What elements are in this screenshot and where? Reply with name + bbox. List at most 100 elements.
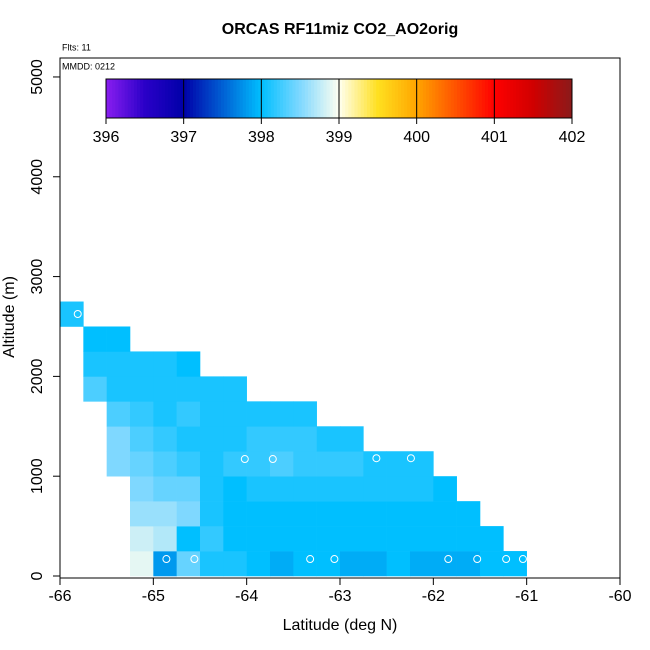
heatmap-cell — [200, 526, 224, 552]
colorbar-swatch — [329, 79, 334, 118]
colorbar-swatch — [199, 79, 203, 118]
heatmap-cell — [176, 476, 201, 502]
heatmap-cell — [200, 451, 224, 477]
colorbar-swatch — [127, 79, 132, 118]
x-axis-label: Latitude (deg N) — [283, 617, 398, 634]
heatmap-cell — [130, 451, 154, 477]
heatmap-cell — [83, 351, 107, 377]
colorbar-swatch — [214, 79, 219, 118]
flight-point — [190, 555, 199, 564]
colorbar-swatch — [133, 79, 138, 118]
colorbar-swatch — [255, 79, 259, 118]
colorbar-swatch — [168, 79, 172, 118]
colorbar-swatch — [220, 79, 225, 118]
colorbar-swatch — [540, 79, 545, 118]
heatmap-cell — [176, 451, 201, 477]
colorbar-swatch — [547, 79, 551, 118]
colorbar-swatch — [233, 79, 237, 118]
heatmap-cell — [340, 526, 364, 552]
colorbar-swatch — [466, 79, 470, 118]
heatmap-cell — [130, 526, 154, 552]
colorbar-swatch — [491, 79, 495, 118]
colorbar-swatch — [553, 79, 557, 118]
colorbar-swatch — [441, 79, 446, 118]
heatmap-cell — [246, 501, 271, 527]
heatmap-cell — [433, 501, 457, 527]
colorbar-swatch — [354, 79, 359, 118]
colorbar-swatch — [112, 79, 116, 118]
heatmap-cell — [270, 401, 294, 427]
colorbar-swatch — [171, 79, 175, 118]
heatmap-cell — [386, 451, 411, 477]
colorbar-swatch — [332, 79, 337, 118]
heatmap-cell — [130, 476, 154, 502]
flight-point — [372, 454, 381, 463]
heatmap-cell — [60, 301, 84, 327]
heatmap-cell — [270, 526, 294, 552]
heatmap-cell — [363, 501, 387, 527]
colorbar-swatch — [407, 79, 411, 118]
heatmap-cell — [153, 376, 177, 402]
heatmap-cell — [316, 476, 341, 502]
colorbar-swatch — [370, 79, 374, 118]
colorbar-swatch — [534, 79, 539, 118]
heatmap-cell — [176, 501, 201, 527]
annotation: MMDD: 0212 — [62, 61, 115, 71]
colorbar-swatch — [469, 79, 474, 118]
heatmap-cell — [246, 526, 271, 552]
heatmap-cell — [386, 501, 411, 527]
flight-point — [268, 455, 277, 464]
colorbar-swatch — [264, 79, 269, 118]
heatmap-cell — [340, 551, 364, 577]
colorbar-swatch — [320, 79, 324, 118]
heatmap-cell — [200, 376, 224, 402]
heatmap-cell — [270, 501, 294, 527]
colorbar-swatch — [106, 79, 110, 118]
heatmap-cell — [270, 476, 294, 502]
heatmap-cell — [106, 376, 131, 402]
colorbar-swatch — [565, 79, 570, 118]
heatmap-cell — [316, 551, 341, 577]
colorbar-swatch — [149, 79, 154, 118]
colorbar-swatch — [438, 79, 443, 118]
x-tick-label: -65 — [142, 588, 165, 605]
heatmap-cell — [386, 551, 411, 577]
colorbar-swatch — [304, 79, 309, 118]
colorbar-tick-label: 397 — [170, 129, 197, 146]
colorbar-swatch — [537, 79, 542, 118]
heatmap-cell — [433, 476, 457, 502]
heatmap-cell — [223, 376, 247, 402]
heatmap-cell — [223, 451, 247, 477]
heatmap-cell — [223, 401, 247, 427]
colorbar-swatch — [488, 79, 492, 118]
heatmap-cell — [293, 551, 317, 577]
colorbar-swatch — [506, 79, 511, 118]
heatmap-cell — [293, 401, 317, 427]
colorbar-swatch — [286, 79, 290, 118]
colorbar-swatch — [460, 79, 464, 118]
heatmap-cell — [176, 526, 201, 552]
colorbar-swatch — [366, 79, 371, 118]
heatmap-cell — [200, 476, 224, 502]
heatmap-cell — [246, 401, 271, 427]
colorbar-swatch — [512, 79, 517, 118]
colorbar-swatch — [283, 79, 287, 118]
chart-title: ORCAS RF11miz CO2_AO2orig — [222, 21, 459, 38]
colorbar-swatch — [242, 79, 247, 118]
x-tick-label: -60 — [608, 588, 631, 605]
heatmap-cell — [176, 551, 201, 577]
colorbar-swatch — [140, 79, 144, 118]
colorbar-swatch — [245, 79, 250, 118]
colorbar-tick-label: 402 — [559, 129, 586, 146]
flight-point — [473, 555, 482, 564]
annotation: Flts: 11 — [62, 42, 91, 52]
colorbar-swatch — [273, 79, 278, 118]
heatmap-cell — [223, 526, 247, 552]
heatmap-cell — [316, 451, 341, 477]
heatmap-cell — [246, 551, 271, 577]
colorbar-swatch — [503, 79, 508, 118]
colorbar-swatch — [528, 79, 533, 118]
colorbar-swatch — [183, 79, 188, 118]
colorbar-swatch — [307, 79, 312, 118]
heatmap-cell — [316, 501, 341, 527]
